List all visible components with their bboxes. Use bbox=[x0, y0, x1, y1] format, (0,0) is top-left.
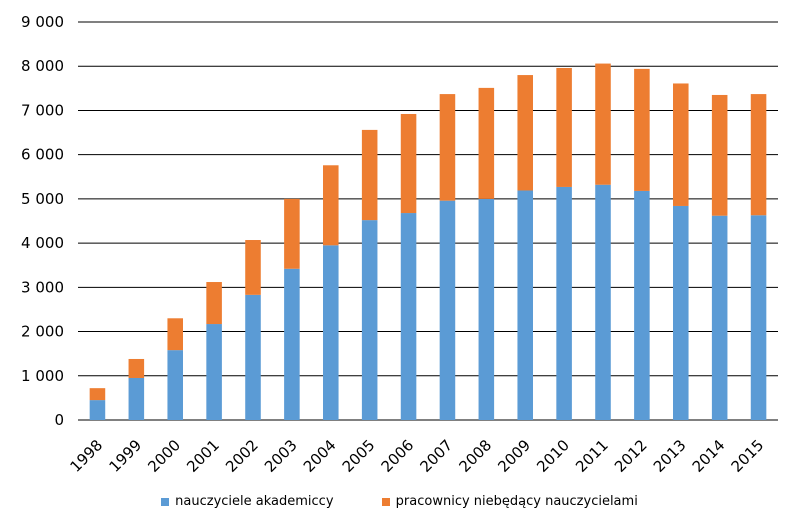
x-tick-label: 2007 bbox=[417, 436, 457, 476]
bars bbox=[89, 63, 767, 420]
x-tick-label: 2008 bbox=[455, 436, 495, 476]
x-tick-label: 2002 bbox=[222, 436, 262, 476]
y-tick-label: 7 000 bbox=[21, 101, 64, 119]
bar-non-academic-2009 bbox=[517, 75, 533, 191]
x-axis-ticks: 1998 1999 2000 2001 2002 2003 2004 2005 2006 2007… bbox=[67, 436, 768, 476]
x-tick-label: 2009 bbox=[494, 436, 534, 476]
bar-academic-2013 bbox=[673, 205, 689, 420]
bar-non-academic-2000 bbox=[167, 318, 183, 351]
x-tick-label: 2003 bbox=[261, 436, 301, 476]
bar-non-academic-2015 bbox=[750, 94, 767, 216]
bar-non-academic-2008 bbox=[478, 87, 495, 199]
y-tick-label: 8 000 bbox=[21, 57, 64, 75]
x-tick-label: 2001 bbox=[183, 436, 223, 476]
bar-academic-2008 bbox=[478, 198, 495, 420]
x-tick-label: 2000 bbox=[144, 436, 184, 476]
x-tick-label: 2005 bbox=[339, 436, 379, 476]
legend: nauczyciele akademiccy pracownicy niebęd… bbox=[0, 494, 799, 510]
legend-swatch-academic bbox=[161, 497, 170, 506]
y-axis-ticks: 0 1 000 2 000 3 000 4 000 5 000 6 000 7 000 8 00… bbox=[21, 13, 64, 429]
legend-item-non-academic: pracownicy niebędący nauczycielami bbox=[381, 494, 638, 509]
x-tick-label: 2011 bbox=[572, 436, 612, 476]
bar-non-academic-2004 bbox=[323, 165, 339, 246]
bar-non-academic-2013 bbox=[673, 83, 689, 206]
legend-item-academic: nauczyciele akademiccy bbox=[161, 494, 334, 509]
x-tick-label: 1998 bbox=[67, 436, 107, 476]
legend-swatch-non-academic bbox=[381, 497, 390, 506]
bar-non-academic-2010 bbox=[556, 67, 572, 187]
x-tick-label: 2014 bbox=[689, 436, 729, 476]
y-tick-label: 1 000 bbox=[21, 367, 64, 385]
y-tick-label: 2 000 bbox=[21, 323, 64, 341]
bar-non-academic-2011 bbox=[595, 63, 611, 185]
bar-academic-1998 bbox=[89, 400, 106, 420]
gridlines bbox=[78, 21, 778, 421]
x-tick-label: 2010 bbox=[533, 436, 573, 476]
bar-academic-2009 bbox=[517, 190, 533, 420]
bar-non-academic-2007 bbox=[439, 94, 456, 201]
y-tick-label: 0 bbox=[54, 411, 64, 429]
legend-label-non-academic: pracownicy niebędący nauczycielami bbox=[395, 494, 638, 509]
y-tick-label: 4 000 bbox=[21, 234, 64, 252]
y-tick-label: 9 000 bbox=[21, 13, 64, 31]
x-tick-label: 2006 bbox=[378, 436, 418, 476]
y-tick-label: 3 000 bbox=[21, 278, 64, 296]
bar-non-academic-2001 bbox=[206, 282, 222, 325]
bar-academic-2010 bbox=[556, 186, 572, 420]
bar-academic-1999 bbox=[128, 377, 145, 420]
bar-academic-2002 bbox=[245, 294, 261, 420]
bar-non-academic-2012 bbox=[634, 68, 650, 191]
bar-non-academic-2002 bbox=[245, 240, 261, 295]
legend-label-academic: nauczyciele akademiccy bbox=[175, 494, 334, 509]
bar-academic-2001 bbox=[206, 324, 222, 420]
bar-academic-2015 bbox=[750, 215, 767, 420]
bar-academic-2006 bbox=[400, 213, 417, 420]
x-tick-label: 2015 bbox=[728, 436, 768, 476]
bar-academic-2014 bbox=[711, 215, 728, 420]
x-tick-label: 2013 bbox=[650, 436, 690, 476]
bar-non-academic-1999 bbox=[128, 358, 145, 378]
bar-academic-2007 bbox=[439, 200, 456, 420]
bar-non-academic-2005 bbox=[361, 129, 378, 221]
bar-academic-2011 bbox=[595, 184, 611, 420]
bar-academic-2012 bbox=[634, 190, 650, 420]
y-tick-label: 5 000 bbox=[21, 190, 64, 208]
x-tick-label: 1999 bbox=[105, 436, 145, 476]
bar-academic-2003 bbox=[284, 268, 300, 420]
x-tick-label: 2012 bbox=[611, 436, 651, 476]
bar-non-academic-2003 bbox=[284, 198, 300, 269]
x-tick-label: 2004 bbox=[300, 436, 340, 476]
bar-non-academic-2014 bbox=[711, 94, 728, 216]
bar-non-academic-2006 bbox=[400, 113, 417, 214]
bar-non-academic-1998 bbox=[89, 388, 106, 401]
bar-academic-2005 bbox=[361, 220, 378, 420]
bar-academic-2004 bbox=[323, 245, 339, 420]
bar-academic-2000 bbox=[167, 350, 183, 420]
y-tick-label: 6 000 bbox=[21, 146, 64, 164]
